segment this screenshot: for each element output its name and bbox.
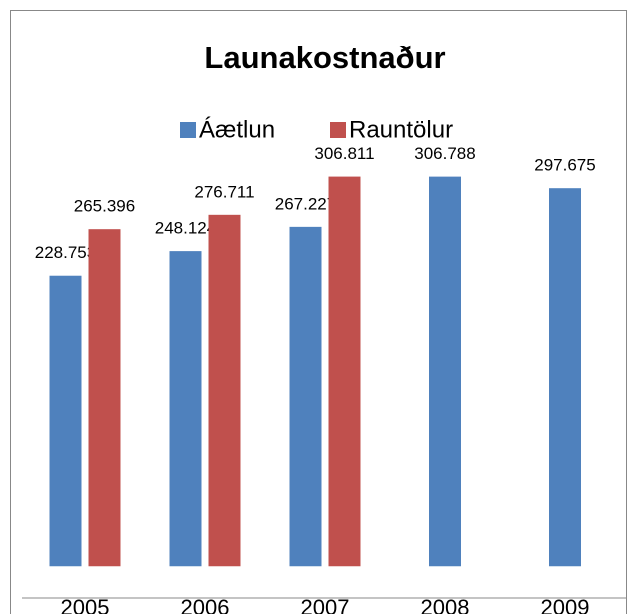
bar: [208, 214, 241, 567]
x-tick-label: 2009: [541, 595, 590, 614]
bar: [328, 176, 361, 567]
bar: [289, 226, 322, 567]
x-tick-label: 2005: [61, 595, 110, 614]
bar: [88, 229, 121, 567]
data-label: 306.788: [414, 144, 475, 163]
legend-swatch: [180, 122, 196, 138]
x-tick-label: 2006: [181, 595, 230, 614]
data-label: 276.711: [194, 182, 254, 201]
bar: [429, 176, 461, 567]
data-label: 306.811: [314, 144, 374, 163]
chart-title: Launakostnaður: [204, 40, 445, 75]
data-label: 267.227: [275, 194, 336, 213]
legend-label: Rauntölur: [349, 116, 453, 143]
x-tick-label: 2008: [421, 595, 470, 614]
data-label: 297.675: [534, 156, 595, 175]
data-label: 265.396: [74, 197, 135, 216]
data-label: 248.124: [155, 219, 216, 238]
bar: [169, 251, 202, 567]
bar: [549, 188, 581, 567]
data-label: 228.753: [35, 243, 96, 262]
legend-label: Áætlun: [199, 116, 275, 143]
bar: [49, 275, 82, 567]
legend-swatch: [330, 122, 346, 138]
x-tick-label: 2007: [301, 595, 350, 614]
